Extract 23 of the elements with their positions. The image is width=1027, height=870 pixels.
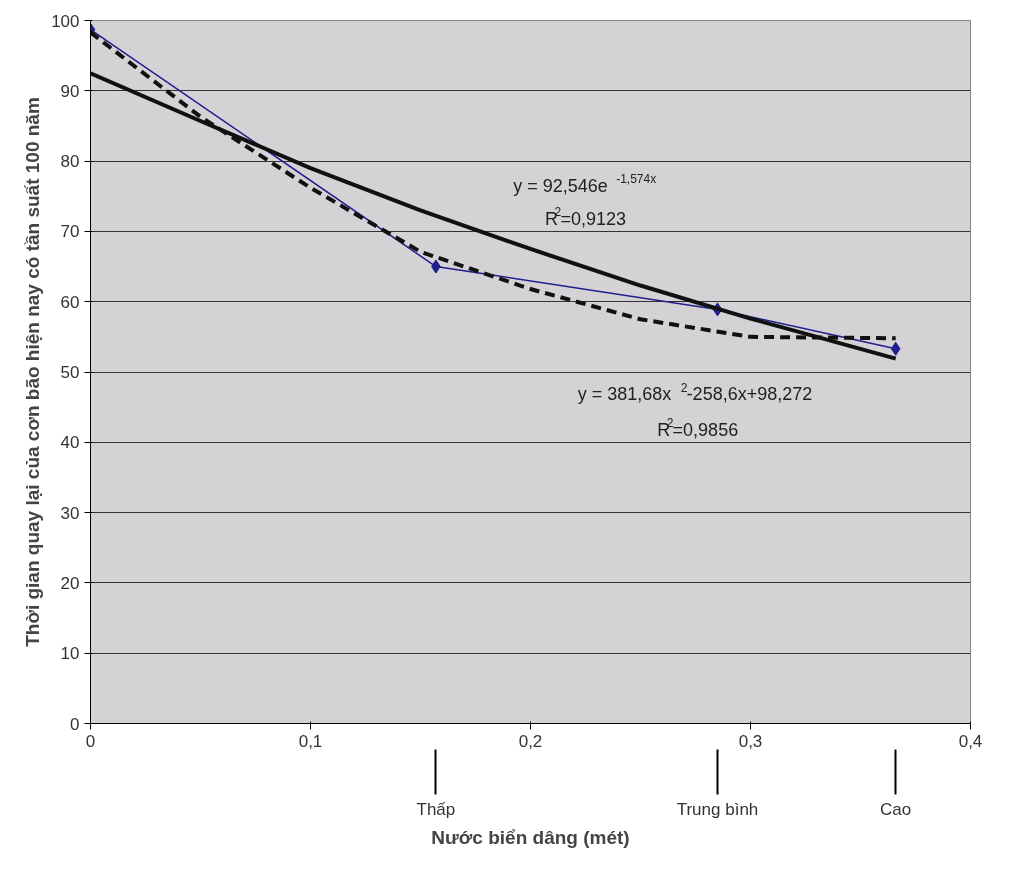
x-tick-label: 0,2	[518, 731, 543, 751]
annotation: y = 92,546e-1,574x	[513, 171, 657, 196]
x-axis-title: Nước biển dâng (mét)	[431, 826, 630, 848]
y-tick-label: 70	[60, 222, 80, 242]
y-axis-title: Thời gian quay lại của cơn bão hiện nay có tần suất 100 năm	[22, 97, 44, 647]
y-tick-label: 50	[60, 363, 80, 382]
annotation: Trung bình	[676, 799, 759, 819]
point	[890, 341, 901, 356]
x-tick-label: 0,3	[738, 731, 763, 751]
y-tick-label: 80	[60, 152, 80, 172]
annotation: Cao	[880, 799, 912, 819]
annotation: Thấp	[416, 799, 456, 819]
y-tick-label: 90	[60, 81, 80, 101]
y-tick-label: 40	[60, 433, 80, 453]
y-tick-label: 20	[60, 573, 80, 593]
y-tick-label: 10	[60, 644, 80, 664]
y-tick-label: 100	[51, 11, 80, 31]
x-tick-label: 0,4	[958, 731, 983, 751]
y-tick-label: 60	[60, 292, 80, 312]
y-tick-label: 30	[60, 503, 80, 523]
x-tick-label: 0,1	[298, 731, 323, 751]
x-tick-label: 0	[85, 731, 96, 751]
y-tick-label: 0	[70, 714, 80, 734]
